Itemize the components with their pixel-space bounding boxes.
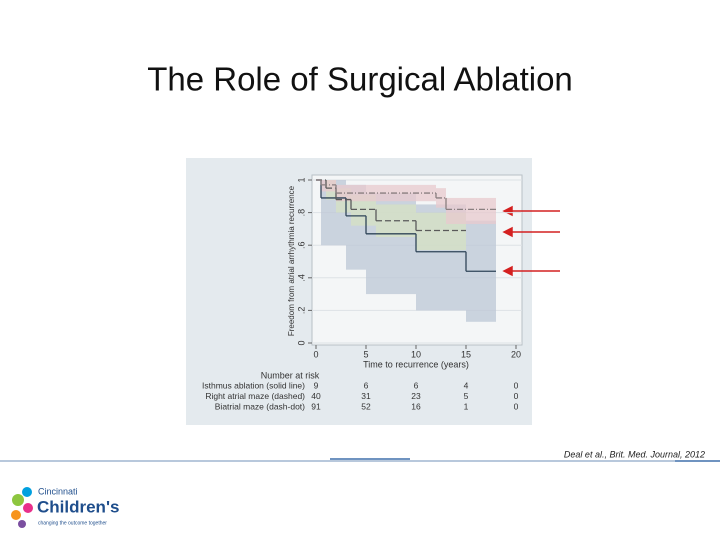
x-tick-label: 10 [411,349,421,359]
at-risk-count: 0 [514,380,519,390]
at-risk-count: 52 [361,401,371,411]
y-tick-label: 0 [296,340,306,345]
y-axis-label: Freedom from atrial arrhythmia recurrenc… [287,185,296,336]
at-risk-count: 5 [464,391,469,401]
plot: 0.2.4.6.810 5 10 15 20 [296,177,522,359]
risk-table-title: Number at risk [261,370,320,380]
at-risk-count: 23 [411,391,421,401]
at-risk-count: 0 [514,401,519,411]
at-risk-count: 31 [361,391,371,401]
x-tick-label: 5 [363,349,368,359]
at-risk-count: 4 [464,380,469,390]
at-risk-count: 1 [464,401,469,411]
at-risk-count: 6 [414,380,419,390]
x-tick-label: 20 [511,349,521,359]
x-axis-label: Time to recurrence (years) [363,359,469,369]
x-tick-label: 15 [461,349,471,359]
logo-tagline: changing the outcome together [38,520,107,526]
legend-label: Isthmus ablation (solid line) [202,380,305,390]
at-risk-count: 16 [411,401,421,411]
at-risk-count: 91 [311,401,321,411]
y-tick-label: .2 [296,307,306,315]
slide-title: The Role of Surgical Ablation [147,61,573,98]
citation: Deal et al., Brit. Med. Journal, 2012 [564,449,705,459]
logo-line1: Cincinnati [38,486,78,496]
y-tick-label: .4 [296,274,306,282]
legend-label: Right atrial maze (dashed) [205,391,305,401]
y-tick-label: .8 [296,209,306,217]
ci-band [321,180,336,192]
at-risk-count: 9 [314,380,319,390]
x-tick-label: 0 [313,349,318,359]
at-risk-count: 40 [311,391,321,401]
logo-line2: Children's [37,497,119,516]
y-tick-label: 1 [296,177,306,182]
logo-mark [11,487,33,528]
at-risk-count: 6 [364,380,369,390]
at-risk-count: 0 [514,391,519,401]
ci-band [446,197,496,225]
y-tick-label: .6 [296,241,306,249]
legend-label: Biatrial maze (dash-dot) [215,401,305,411]
